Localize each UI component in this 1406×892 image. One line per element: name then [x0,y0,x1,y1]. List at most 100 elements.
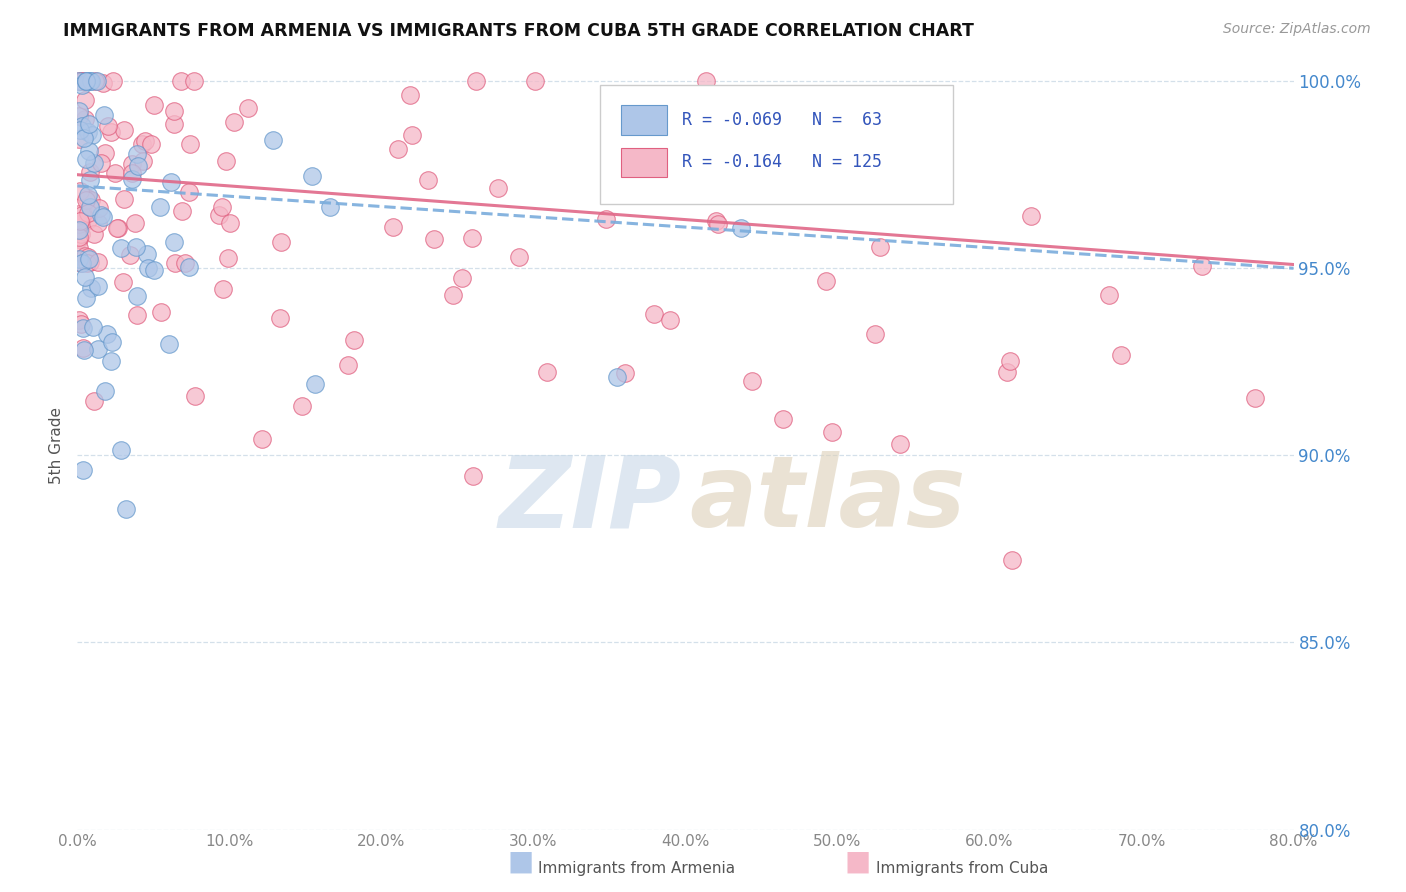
Point [80,128,103,142]
Point [76,250,98,264]
Point [80,193,103,207]
Point [67,74,90,88]
Point [125,288,148,302]
Point [67,232,90,246]
Point [101,74,124,88]
Point [77,252,100,267]
Point [75,270,97,285]
Point [70,256,93,270]
Text: Immigrants from Armenia: Immigrants from Armenia [538,861,735,876]
Point [1098,288,1121,302]
Point [218,216,240,230]
Text: Immigrants from Cuba: Immigrants from Cuba [876,861,1049,876]
Text: R = -0.164   N = 125: R = -0.164 N = 125 [682,153,882,171]
Point [659,313,682,327]
Point [127,147,149,161]
Point [121,157,143,171]
Point [91,76,114,90]
Point [112,192,135,206]
Point [76,74,98,88]
Point [69,213,91,227]
Point [72,341,94,355]
Text: ■: ■ [508,848,533,876]
Point [90,156,112,170]
Point [464,74,486,88]
Point [70,227,93,242]
Point [1243,391,1265,405]
Point [83,394,105,409]
Point [177,260,200,274]
Point [387,142,409,156]
Point [86,279,108,293]
Point [67,223,90,237]
Point [150,305,173,319]
Bar [621,147,668,177]
Point [104,166,127,180]
Point [131,137,153,152]
Point [163,117,186,131]
Point [382,220,405,235]
Point [863,326,886,341]
Point [67,252,90,266]
Point [291,399,314,413]
Point [163,104,186,119]
Point [125,308,148,322]
Point [97,120,120,134]
Point [143,98,166,112]
Point [995,365,1018,379]
Point [90,208,112,222]
Point [695,74,717,88]
Point [236,101,259,115]
Point [77,117,100,131]
Point [821,425,844,440]
Point [704,214,727,228]
Point [112,122,135,136]
Point [212,282,235,296]
Point [79,201,101,215]
Point [83,156,105,170]
Y-axis label: 5th Grade: 5th Grade [49,408,65,484]
Point [93,108,115,122]
Point [423,232,446,246]
Text: IMMIGRANTS FROM ARMENIA VS IMMIGRANTS FROM CUBA 5TH GRADE CORRELATION CHART: IMMIGRANTS FROM ARMENIA VS IMMIGRANTS FR… [63,22,974,40]
Point [76,212,98,227]
Point [86,216,108,230]
Point [79,255,101,269]
Point [149,200,172,214]
Point [183,74,205,88]
Point [83,227,105,241]
Point [217,252,239,266]
Point [488,180,510,194]
Point [401,128,423,142]
Point [80,74,103,88]
Point [72,74,94,88]
Point [80,281,103,295]
Point [121,166,143,180]
Point [814,274,837,288]
Point [76,191,98,205]
Point [707,217,730,231]
Point [69,123,91,137]
Bar [621,105,668,135]
Point [461,469,484,483]
Point [170,74,193,88]
Point [87,201,110,215]
Point [67,103,90,118]
Point [301,169,323,183]
Point [179,136,201,151]
Point [87,255,110,269]
Point [115,502,138,516]
Point [536,365,558,379]
Point [139,136,162,151]
Point [177,185,200,199]
Point [87,342,110,356]
Point [67,109,90,123]
Point [72,463,94,477]
Point [67,240,90,254]
Point [211,200,233,214]
Point [121,172,143,186]
Point [79,165,101,179]
Point [714,103,737,118]
Point [79,74,101,88]
Text: Source: ZipAtlas.com: Source: ZipAtlas.com [1223,22,1371,37]
